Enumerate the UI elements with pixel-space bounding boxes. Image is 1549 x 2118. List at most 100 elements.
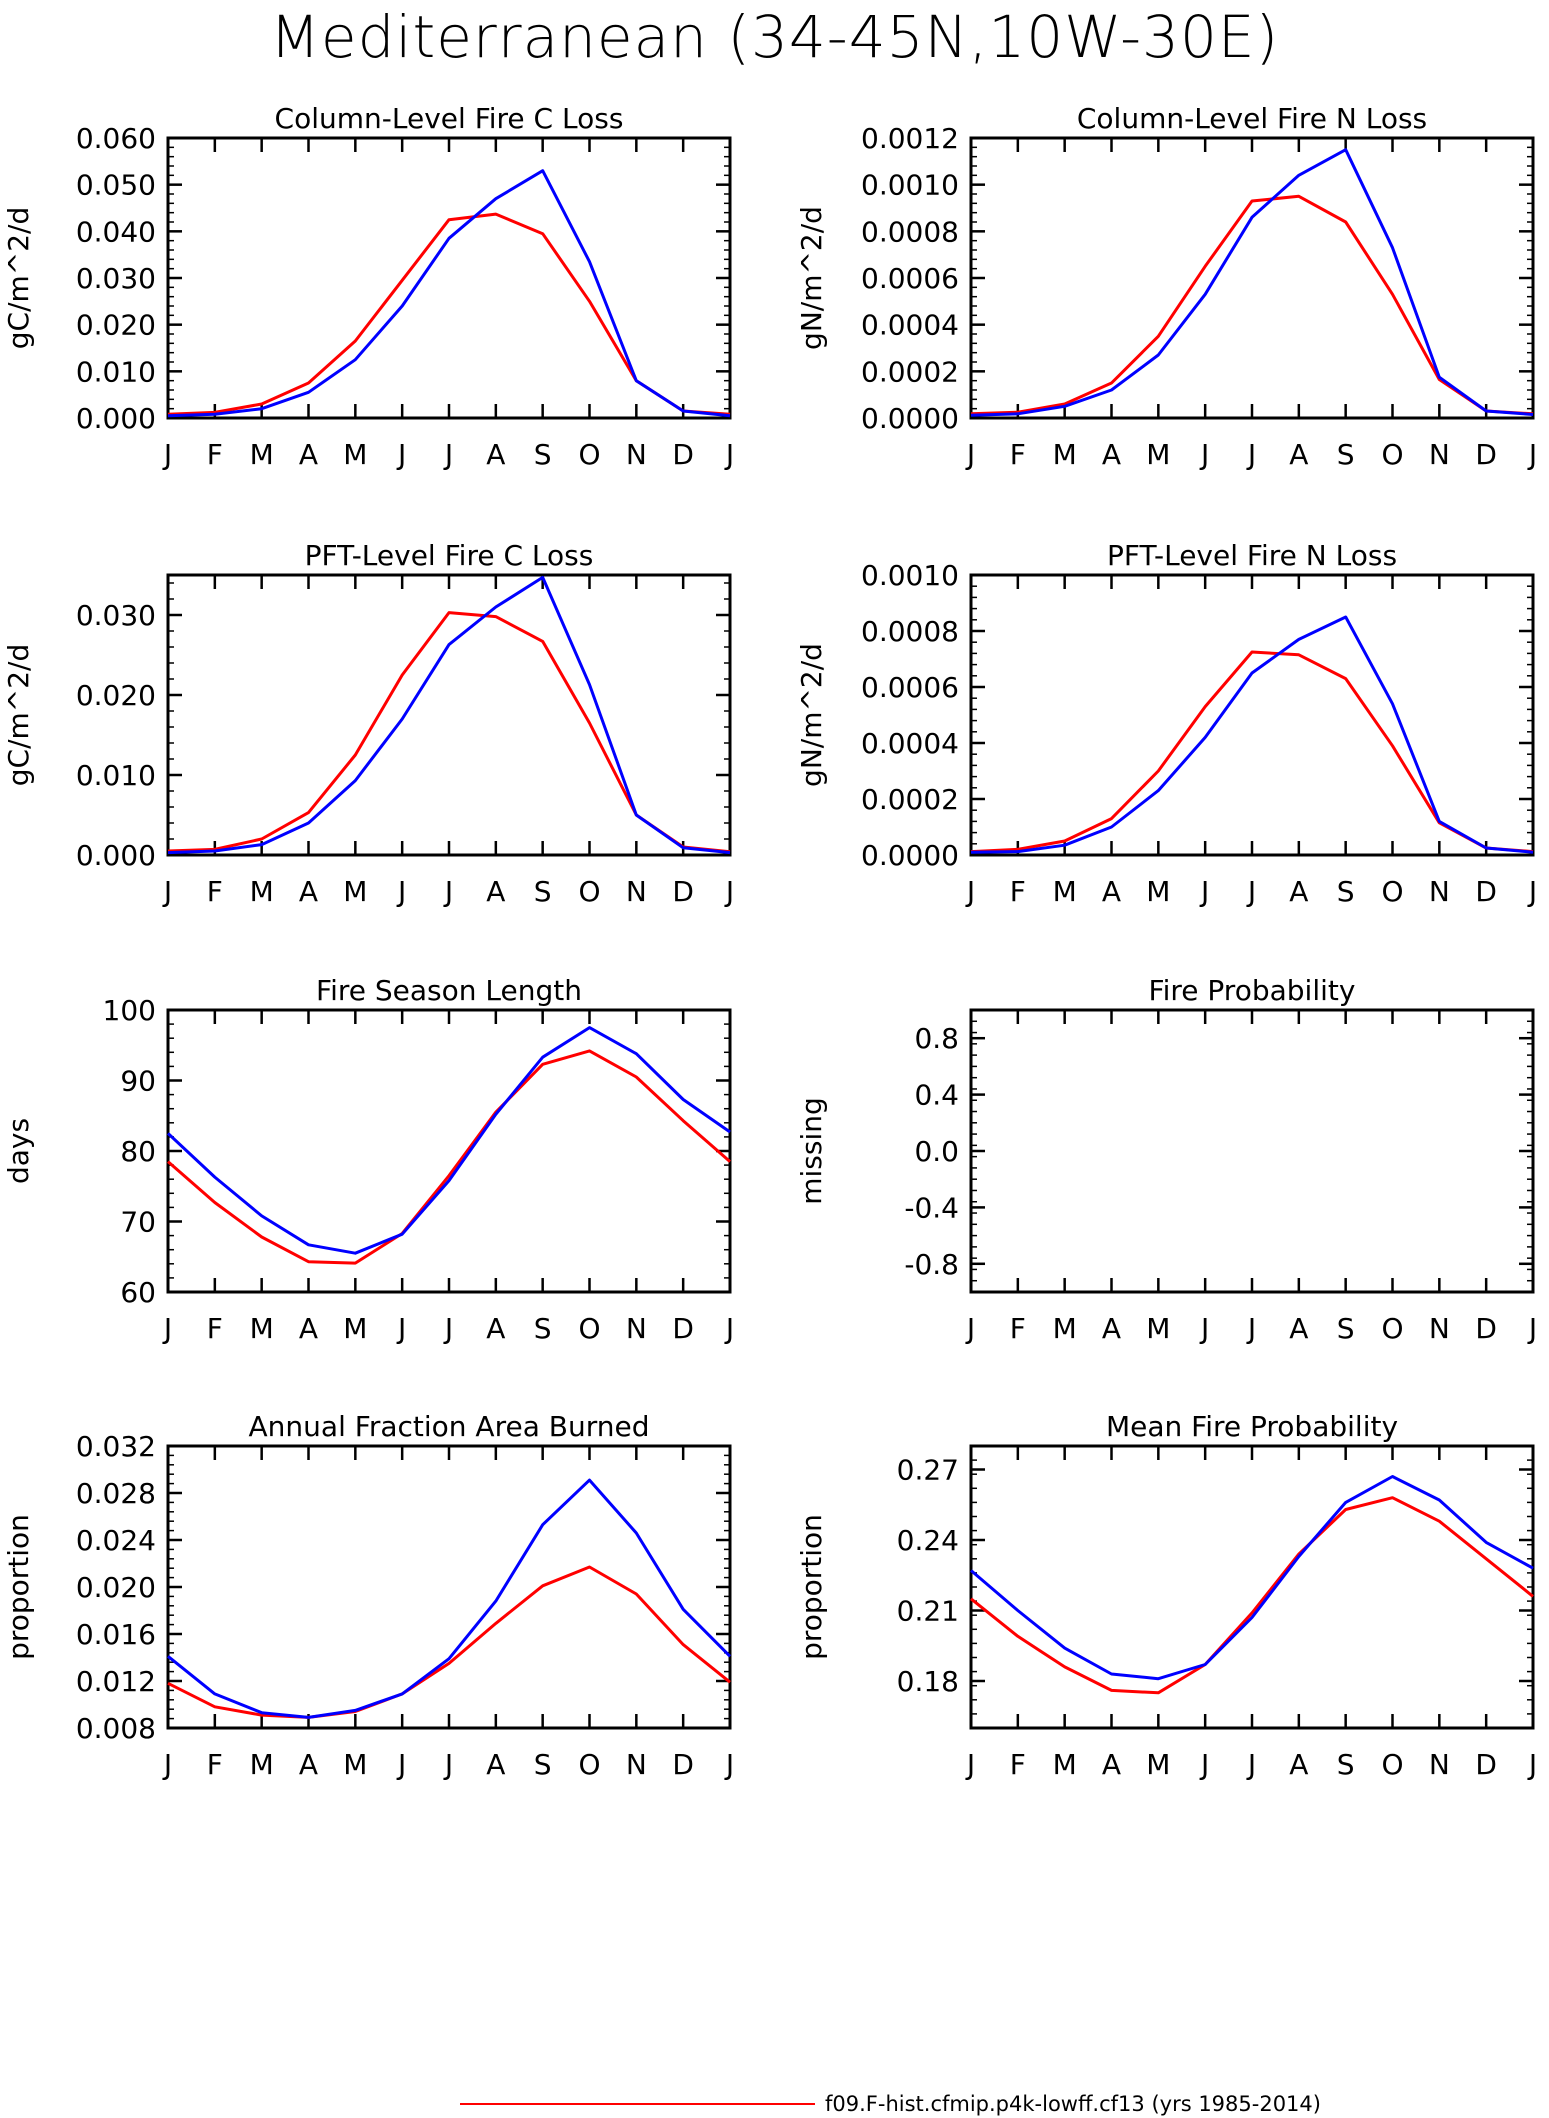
x-tick-label: S — [534, 875, 552, 908]
y-tick-label: 0.032 — [76, 1430, 156, 1463]
plot-frame — [166, 136, 732, 420]
x-tick-label: S — [1337, 438, 1355, 471]
x-tick-label: O — [1381, 1312, 1403, 1345]
x-tick-label: J — [1246, 1748, 1256, 1781]
y-tick-label: 0.040 — [76, 215, 156, 248]
plot-frame — [166, 1008, 732, 1294]
x-tick-label: J — [965, 1312, 975, 1345]
x-tick-label: S — [1337, 1312, 1355, 1345]
x-tick-label: J — [162, 1312, 172, 1345]
y-tick-label: 0.0006 — [861, 262, 959, 295]
x-tick-label: M — [1146, 1312, 1170, 1345]
y-axis-label: gN/m^2/d — [795, 206, 828, 350]
series-line-2 — [167, 1478, 732, 1719]
legend-swatch-run1 — [460, 2103, 815, 2105]
x-tick-label: A — [1289, 438, 1308, 471]
chart-panel-2: Column-Level Fire N Loss 0.0000 0.0002 0.00… — [795, 102, 1537, 471]
y-tick-label: 0.000 — [76, 839, 156, 872]
plot-frame — [166, 573, 732, 857]
x-tick-label: D — [1475, 1748, 1497, 1781]
x-tick-label: J — [162, 438, 172, 471]
x-tick-label: J — [1246, 1312, 1256, 1345]
chart-title: PFT-Level Fire C Loss — [305, 539, 594, 572]
x-tick-label: J — [443, 1312, 453, 1345]
y-tick-label: 0.050 — [76, 169, 156, 202]
x-tick-label: J — [1246, 875, 1256, 908]
y-tick-label: 0.21 — [897, 1595, 959, 1628]
y-tick-label: 0.0 — [914, 1135, 959, 1168]
x-tick-label: J — [162, 875, 172, 908]
x-tick-label: F — [1010, 875, 1026, 908]
x-tick-label: J — [1199, 1748, 1209, 1781]
y-tick-label: 0.24 — [897, 1524, 959, 1557]
y-tick-label: 0.030 — [76, 599, 156, 632]
y-tick-label: 0.0000 — [861, 839, 959, 872]
x-tick-label: S — [534, 1312, 552, 1345]
x-tick-label: A — [486, 1312, 505, 1345]
chart-panel-1: Column-Level Fire C Loss 0.000 0.010 0.020 0… — [2, 102, 734, 471]
x-tick-label: J — [443, 1748, 453, 1781]
series-line-2 — [970, 148, 1534, 417]
x-tick-label: O — [578, 438, 600, 471]
series-line-1 — [167, 611, 731, 854]
x-tick-label: A — [1102, 438, 1121, 471]
x-tick-label: A — [1102, 1748, 1121, 1781]
legend-label-run1: f09.F-hist.cfmip.p4k-lowff.cf13 (yrs 198… — [825, 2092, 1321, 2116]
y-tick-label: 0.18 — [897, 1665, 959, 1698]
x-tick-label: D — [672, 875, 694, 908]
chart-title: Column-Level Fire N Loss — [1077, 102, 1427, 135]
x-tick-label: N — [626, 438, 647, 471]
x-tick-label: J — [1199, 875, 1209, 908]
y-tick-label: 90 — [120, 1065, 156, 1098]
x-tick-label: J — [724, 875, 734, 908]
x-tick-label: M — [1053, 875, 1077, 908]
x-tick-label: J — [1199, 1312, 1209, 1345]
series-line-1 — [970, 1496, 1534, 1695]
y-axis-label: gC/m^2/d — [2, 207, 35, 350]
y-tick-label: 60 — [120, 1276, 156, 1309]
chart-panel-4: PFT-Level Fire N Loss 0.0000 0.0002 0.0004 0… — [795, 539, 1537, 908]
x-tick-label: A — [1102, 1312, 1121, 1345]
y-axis-label: gN/m^2/d — [795, 643, 828, 787]
chart-title: Fire Probability — [1149, 974, 1356, 1007]
x-tick-label: M — [250, 875, 274, 908]
y-tick-label: 70 — [120, 1206, 156, 1239]
x-tick-label: O — [1381, 875, 1403, 908]
x-tick-label: M — [343, 1748, 367, 1781]
y-tick-label: 0.0002 — [861, 783, 959, 816]
x-tick-label: O — [1381, 1748, 1403, 1781]
x-tick-label: D — [672, 1748, 694, 1781]
x-tick-label: N — [1429, 875, 1450, 908]
x-tick-label: J — [1246, 438, 1256, 471]
y-tick-label: 100 — [103, 994, 156, 1027]
x-tick-label: J — [1527, 875, 1537, 908]
y-tick-label: 0.0010 — [861, 169, 959, 202]
x-tick-label: F — [207, 1312, 223, 1345]
x-tick-label: F — [1010, 1748, 1026, 1781]
plot-frame — [969, 1008, 1535, 1294]
y-tick-label: 0.0006 — [861, 671, 959, 704]
x-tick-label: M — [1053, 438, 1077, 471]
x-tick-label: M — [343, 438, 367, 471]
y-tick-label: 0.0008 — [861, 215, 959, 248]
series-line-1 — [167, 1565, 731, 1719]
y-tick-label: 0.012 — [76, 1665, 156, 1698]
y-axis-label: gC/m^2/d — [2, 644, 35, 787]
x-tick-label: O — [1381, 438, 1403, 471]
y-tick-label: 0.020 — [76, 1571, 156, 1604]
x-tick-label: M — [250, 438, 274, 471]
x-tick-label: A — [486, 1748, 505, 1781]
x-tick-label: F — [207, 875, 223, 908]
chart-panel-8: Mean Fire Probability 0.18 0.21 0.24 0.27 pro… — [795, 1410, 1537, 1781]
y-axis-label: proportion — [2, 1514, 35, 1660]
y-tick-label: 0.8 — [914, 1022, 959, 1055]
x-tick-label: J — [724, 438, 734, 471]
y-tick-label: 0.0010 — [861, 559, 959, 592]
y-tick-label: 0.27 — [897, 1454, 959, 1487]
series-line-2 — [970, 615, 1534, 854]
chart-panel-6: Fire Probability -0.8 -0.4 0.0 0.4 0.8 missing… — [795, 974, 1537, 1345]
x-tick-label: N — [1429, 1748, 1450, 1781]
series-line-2 — [167, 575, 731, 855]
x-tick-label: M — [1146, 875, 1170, 908]
